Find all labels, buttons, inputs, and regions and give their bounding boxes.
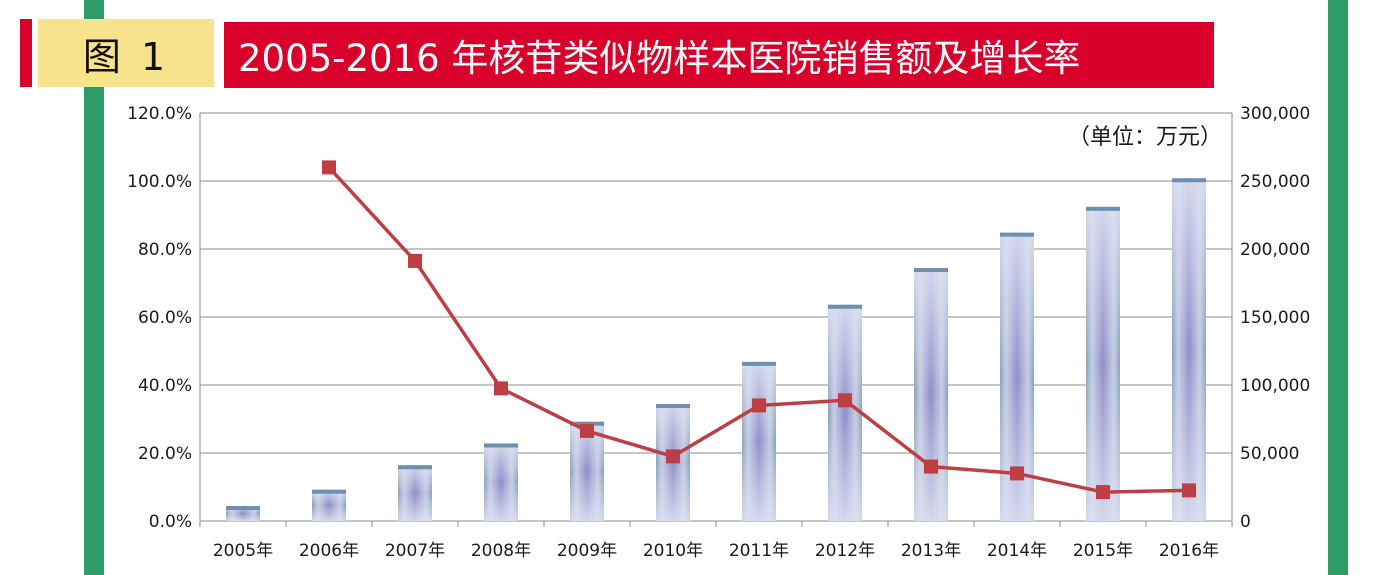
bar-shade (914, 268, 948, 521)
unit-label: （单位：万元） (1068, 125, 1222, 150)
bar-shade (828, 304, 862, 521)
bar-shade (742, 361, 776, 521)
y-right-tick-label: 50,000 (1240, 444, 1299, 464)
bar-cap (1086, 206, 1120, 211)
red-accent-mark (20, 19, 32, 87)
bar-shade (570, 421, 604, 521)
x-tick-label: 2005年 (213, 541, 273, 561)
x-tick-label: 2015年 (1073, 541, 1133, 561)
chart-title: 2005-2016 年核苷类似物样本医院销售额及增长率 (224, 22, 1214, 88)
x-tick-label: 2006年 (299, 541, 359, 561)
line-point-marker (580, 423, 594, 438)
y-left-tick-label: 40.0% (138, 376, 192, 396)
y-right-tick-label: 200,000 (1240, 240, 1310, 260)
bar-cap (484, 443, 518, 448)
bar-cap (1172, 178, 1206, 183)
x-tick-label: 2010年 (643, 541, 703, 561)
left-decor-bar (84, 0, 104, 575)
y-left-tick-label: 0.0% (149, 512, 192, 532)
y-right-tick-label: 150,000 (1240, 308, 1310, 328)
bar-cap (656, 404, 690, 409)
bar-shade (398, 465, 432, 521)
line-point-marker (838, 393, 852, 408)
chart-area: 0.0% 0 20.0% 50,000 40.0% 100,000 60.0% 150,000… (127, 104, 1310, 561)
bar-shade (1172, 178, 1206, 521)
y-right-tick-label: 0 (1240, 512, 1251, 532)
x-tick-label: 2008年 (471, 541, 531, 561)
y-left-tick-label: 60.0% (138, 308, 192, 328)
x-tick-label: 2012年 (815, 541, 875, 561)
line-point-marker (1010, 466, 1024, 481)
y-right-tick-label: 100,000 (1240, 376, 1310, 396)
tick-labels: 0.0% 0 20.0% 50,000 40.0% 100,000 60.0% 150,000… (127, 104, 1310, 561)
line-point-marker (494, 381, 508, 396)
line-point-marker (1096, 485, 1110, 500)
bar-cap (570, 421, 604, 426)
x-tick-label: 2013年 (901, 541, 961, 561)
right-decor-bar (1328, 0, 1348, 575)
line-point-marker (408, 253, 422, 268)
x-tick-label: 2014年 (987, 541, 1047, 561)
bar-cap (828, 304, 862, 309)
y-left-tick-label: 20.0% (138, 444, 192, 464)
x-tick-label: 2011年 (729, 541, 789, 561)
line-point-marker (666, 449, 680, 464)
y-left-tick-label: 100.0% (127, 172, 192, 192)
y-right-tick-label: 300,000 (1240, 104, 1310, 124)
line-series (322, 160, 1196, 500)
y-left-tick-label: 80.0% (138, 240, 192, 260)
line-point-marker (924, 459, 938, 474)
bar-cap (226, 506, 260, 511)
figure-label: 图 1 (38, 19, 214, 87)
bar-cap (1000, 232, 1034, 237)
bar-cap (914, 268, 948, 273)
y-right-tick-label: 250,000 (1240, 172, 1310, 192)
line-point-marker (322, 160, 336, 175)
bar-cap (398, 465, 432, 470)
bar-cap (742, 361, 776, 366)
x-tick-label: 2009年 (557, 541, 617, 561)
x-tick-label: 2007年 (385, 541, 445, 561)
x-tick-label: 2016年 (1159, 541, 1219, 561)
bar-series (226, 178, 1206, 521)
y-left-tick-label: 120.0% (127, 104, 192, 124)
axes (199, 113, 1233, 527)
bar-shade (312, 489, 346, 521)
bar-shade (484, 443, 518, 521)
line-point-marker (752, 398, 766, 413)
line-point-marker (1182, 483, 1196, 498)
bar-cap (312, 489, 346, 494)
bar-shade (1086, 206, 1120, 521)
gridlines (200, 112, 1232, 522)
